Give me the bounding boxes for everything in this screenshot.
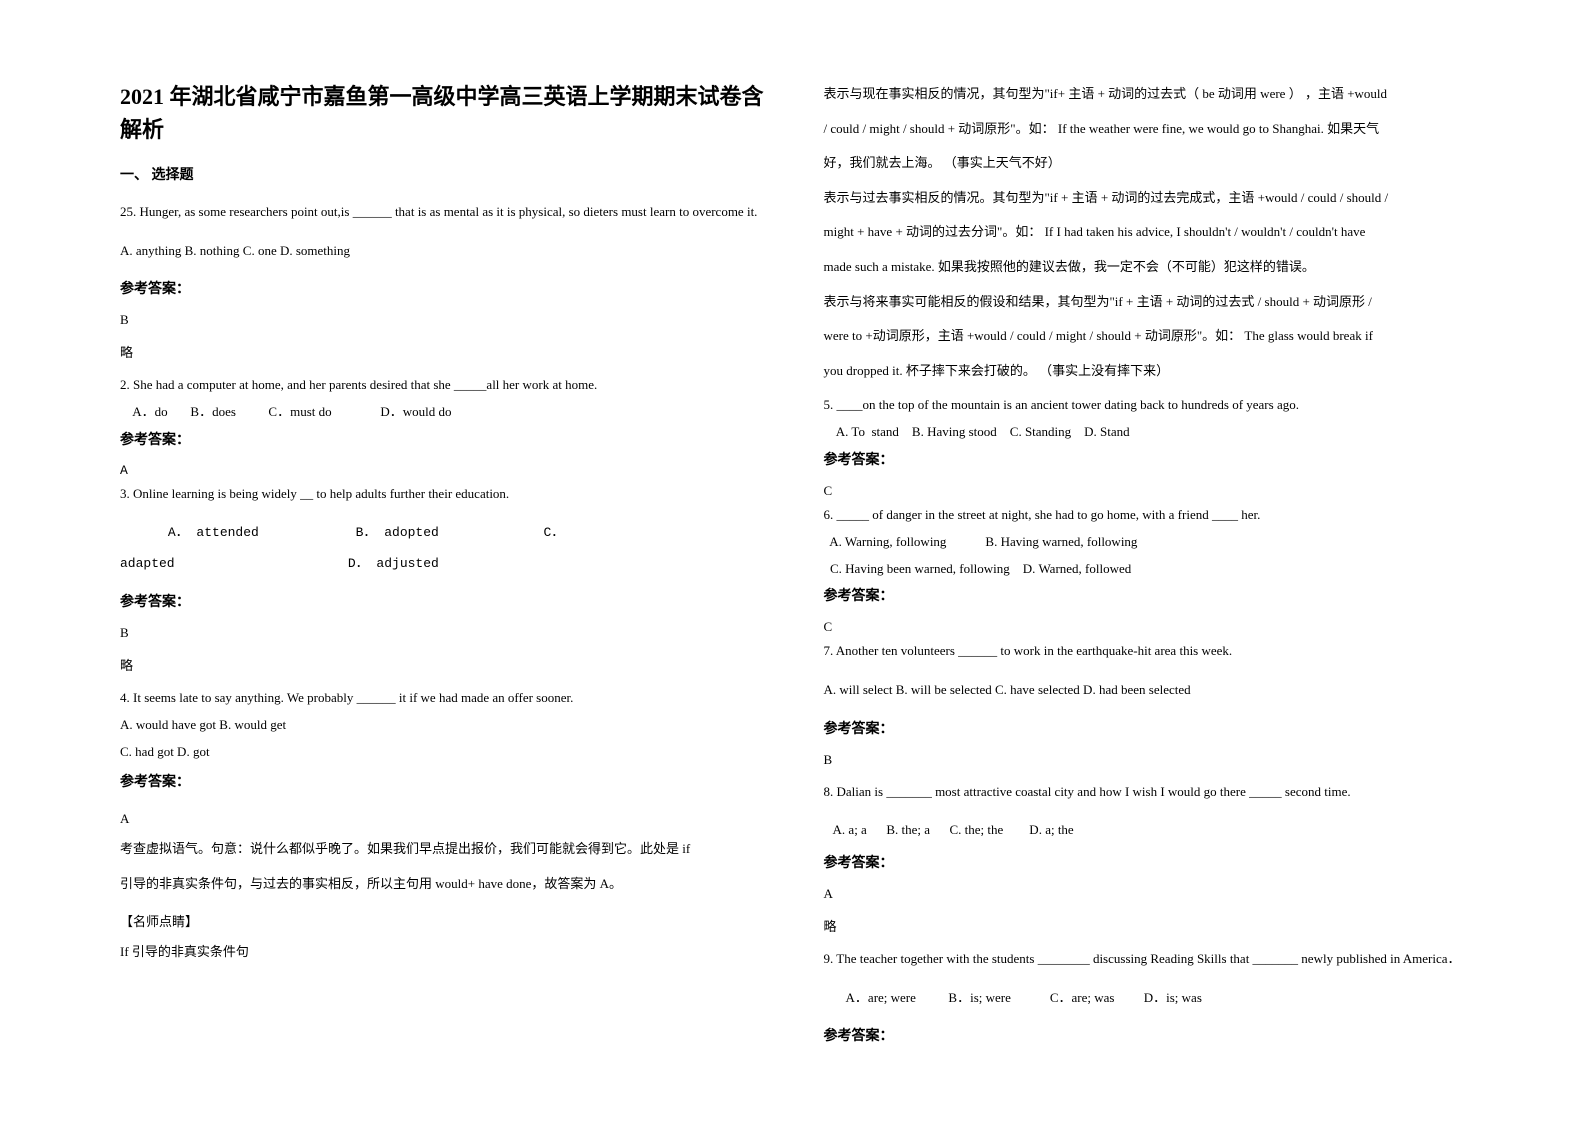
- q4-answer: A: [120, 805, 764, 834]
- q3-options-row1: A． attended B． adopted C．: [120, 521, 764, 544]
- cont-line8: were to +动词原形，主语 +would / could / might …: [824, 322, 1468, 351]
- q4-answer-label: 参考答案：: [120, 771, 764, 791]
- q2-options: A．do B．does C．must do D．would do: [120, 402, 764, 423]
- q4-opt-line1: A. would have got B. would get: [120, 715, 764, 736]
- q3-answer-label: 参考答案：: [120, 591, 764, 611]
- q7-options: A. will select B. will be selected C. ha…: [824, 678, 1468, 701]
- q4-opt-line2: C. had got D. got: [120, 742, 764, 763]
- q7-text: 7. Another ten volunteers ______ to work…: [824, 641, 1468, 662]
- q5-options: A. To stand B. Having stood C. Standing …: [824, 422, 1468, 443]
- q4-explanation1: 考查虚拟语气。句意：说什么都似乎晚了。如果我们早点提出报价，我们可能就会得到它。…: [120, 835, 764, 864]
- q3-answer: B: [120, 625, 764, 641]
- q3-note: 略: [120, 655, 764, 674]
- cont-line5: might + have + 动词的过去分词"。如： If I had take…: [824, 218, 1468, 247]
- q3-opt-a: A． attended: [168, 521, 348, 544]
- q6-answer: C: [824, 619, 1468, 635]
- q6-opt-line1: A. Warning, following B. Having warned, …: [824, 532, 1468, 553]
- q5-answer-label: 参考答案：: [824, 449, 1468, 469]
- q9-options: A．are; were B．is; were C．are; was D．is; …: [824, 986, 1468, 1009]
- q2-answer-label: 参考答案：: [120, 429, 764, 449]
- q3-opt-b: B． adopted: [356, 521, 536, 544]
- q5-answer: C: [824, 483, 1468, 499]
- q8-note: 略: [824, 916, 1468, 935]
- q4-tip-text: If 引导的非真实条件句: [120, 938, 764, 967]
- q3-text: 3. Online learning is being widely __ to…: [120, 484, 764, 505]
- cont-line7: 表示与将来事实可能相反的假设和结果，其句型为"if + 主语 + 动词的过去式 …: [824, 288, 1468, 317]
- q4-text: 4. It seems late to say anything. We pro…: [120, 688, 764, 709]
- q7-answer-label: 参考答案：: [824, 718, 1468, 738]
- q7-answer: B: [824, 752, 1468, 768]
- q6-answer-label: 参考答案：: [824, 585, 1468, 605]
- left-column: 2021 年湖北省咸宁市嘉鱼第一高级中学高三英语上学期期末试卷含解析 一、 选择…: [100, 80, 794, 1082]
- q6-text: 6. _____ of danger in the street at nigh…: [824, 505, 1468, 526]
- q8-options: A. a; a B. the; a C. the; the D. a; the: [824, 818, 1468, 841]
- q5-text: 5. ____on the top of the mountain is an …: [824, 395, 1468, 416]
- cont-line4: 表示与过去事实相反的情况。其句型为"if + 主语 + 动词的过去完成式，主语 …: [824, 184, 1468, 213]
- q25-answer-label: 参考答案：: [120, 278, 764, 298]
- q25-options: A. anything B. nothing C. one D. somethi…: [120, 239, 764, 262]
- q8-answer-label: 参考答案：: [824, 852, 1468, 872]
- q3-opt-c2: adapted: [120, 552, 340, 575]
- q8-text: 8. Dalian is _______ most attractive coa…: [824, 782, 1468, 803]
- q3-options-row2: adapted D． adjusted: [120, 552, 764, 575]
- q4-explanation2: 引导的非真实条件句，与过去的事实相反，所以主句用 would+ have don…: [120, 870, 764, 899]
- cont-line2: / could / might / should + 动词原形"。如： If t…: [824, 115, 1468, 144]
- q3-opt-d: D． adjusted: [348, 556, 439, 571]
- q2-answer: A: [120, 463, 764, 478]
- q9-text: 9. The teacher together with the student…: [824, 949, 1468, 970]
- q2-text: 2. She had a computer at home, and her p…: [120, 375, 764, 396]
- q4-tip-label: 【名师点睛】: [120, 911, 764, 930]
- q25-note: 略: [120, 342, 764, 361]
- cont-line1: 表示与现在事实相反的情况，其句型为"if+ 主语 + 动词的过去式（ be 动词…: [824, 80, 1468, 109]
- q9-answer-label: 参考答案：: [824, 1025, 1468, 1045]
- cont-line6: made such a mistake. 如果我按照他的建议去做，我一定不会（不…: [824, 253, 1468, 282]
- document-title: 2021 年湖北省咸宁市嘉鱼第一高级中学高三英语上学期期末试卷含解析: [120, 80, 764, 146]
- q8-answer: A: [824, 886, 1468, 902]
- q25-text: 25. Hunger, as some researchers point ou…: [120, 202, 764, 223]
- q3-opt-c: C．: [543, 525, 564, 540]
- q25-answer: B: [120, 312, 764, 328]
- q6-opt-line2: C. Having been warned, following D. Warn…: [824, 559, 1468, 580]
- section-header: 一、 选择题: [120, 164, 764, 184]
- right-column: 表示与现在事实相反的情况，其句型为"if+ 主语 + 动词的过去式（ be 动词…: [794, 80, 1488, 1082]
- cont-line9: you dropped it. 杯子摔下来会打破的。 （事实上没有摔下来）: [824, 357, 1468, 386]
- cont-line3: 好，我们就去上海。 （事实上天气不好）: [824, 149, 1468, 178]
